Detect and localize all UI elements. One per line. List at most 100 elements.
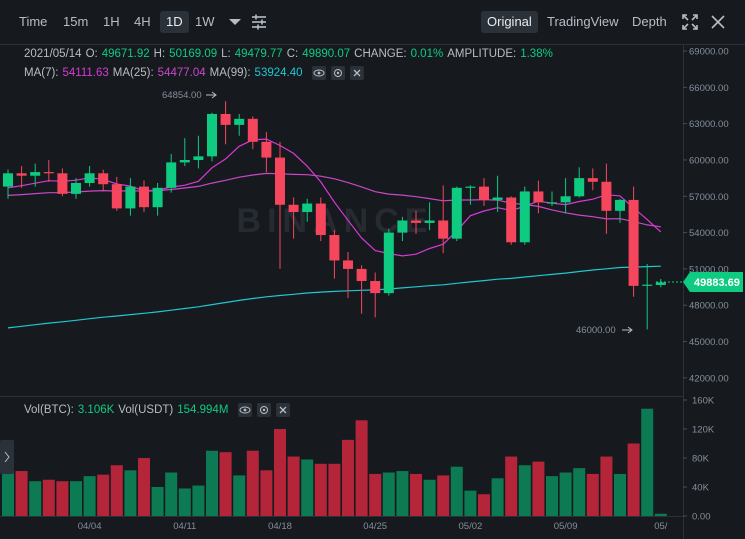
close-icon[interactable] — [276, 403, 291, 417]
ma99-label: MA(99): — [209, 67, 251, 80]
price-tick-label: 63000.00 — [689, 119, 729, 130]
price-tick-label: 54000.00 — [689, 228, 729, 239]
volume-bar — [614, 473, 626, 516]
price-tick-label: 45000.00 — [689, 337, 729, 348]
view-tradingview-button[interactable]: TradingView — [547, 14, 619, 29]
price-tick-label: 69000.00 — [689, 47, 729, 58]
candle-body — [411, 220, 421, 223]
ma7-label: MA(7): — [24, 67, 59, 80]
volume-bar — [124, 470, 137, 516]
candle-body — [125, 186, 136, 209]
ma99-line — [7, 265, 661, 329]
volume-bar — [83, 476, 96, 516]
candle-body — [16, 173, 27, 176]
volume-bar — [260, 470, 273, 516]
volume-tick-label: 0.00 — [692, 512, 711, 523]
volume-bar — [437, 475, 450, 516]
volume-bar — [206, 450, 218, 516]
volume-bar — [518, 465, 531, 516]
interval-15m-button[interactable]: 15m — [63, 14, 89, 29]
volume-bar — [342, 439, 354, 516]
date-tick-label: 04/25 — [363, 521, 387, 532]
vol-btc-value: 3.106K — [77, 404, 115, 417]
low-label: L: — [221, 48, 231, 60]
volume-bar — [382, 472, 395, 516]
volume-bar — [15, 471, 28, 516]
settings-icon[interactable] — [330, 66, 345, 80]
fullscreen-icon[interactable] — [679, 11, 701, 33]
volume-bar — [505, 456, 518, 516]
settings-icon[interactable] — [256, 403, 271, 417]
candle-body — [261, 141, 272, 158]
candle-body — [547, 202, 557, 204]
candle-body — [560, 196, 571, 203]
volume-bar — [450, 466, 463, 516]
volume-bar — [165, 472, 178, 516]
close-icon[interactable] — [350, 66, 365, 80]
volume-tick-label: 120K — [692, 425, 715, 436]
vol-usdt-value: 154.994M — [177, 404, 229, 417]
volume-tick-label: 160K — [692, 396, 715, 407]
volume-tick-label: 40K — [692, 483, 710, 494]
candle-body — [275, 157, 285, 205]
candle-body — [315, 203, 326, 236]
close-label: C: — [286, 48, 299, 60]
price-axis: 69000.00 66000.00 63000.00 60000.00 57000.00… — [683, 44, 729, 539]
candle-body — [84, 173, 95, 183]
volume-bar — [178, 488, 191, 516]
candle-body — [220, 113, 231, 125]
candle-body — [506, 197, 517, 243]
view-original-button[interactable]: Original — [481, 11, 538, 33]
chevron-down-icon[interactable] — [224, 11, 246, 33]
price-tick-label: 42000.00 — [689, 373, 729, 384]
candle-body — [451, 187, 462, 239]
interval-4h-button[interactable]: 4H — [134, 14, 151, 29]
panel-toggle-button[interactable] — [0, 440, 14, 474]
candle-body — [587, 178, 598, 182]
candle-body — [179, 159, 190, 163]
candle-body — [166, 162, 177, 188]
high-label: H: — [153, 48, 166, 60]
chart-toolbar: Time 15m 1H 4H 1D 1W Original TradingVie… — [0, 0, 745, 44]
close-value: 49890.07 — [302, 48, 351, 60]
candle-body — [383, 232, 394, 294]
current-price-tag: 49883.69 — [656, 272, 743, 292]
candle-body — [492, 197, 503, 200]
open-label: O: — [85, 48, 98, 60]
interval-1h-button[interactable]: 1H — [103, 14, 120, 29]
volume-bar — [355, 420, 368, 516]
volume-bar — [301, 459, 314, 516]
vol-btc-label: Vol(BTC): — [24, 404, 74, 417]
volume-bar — [56, 481, 69, 516]
candle-body — [356, 268, 367, 282]
volume-bar — [110, 465, 123, 516]
high-price-label: 64854.00 — [162, 90, 202, 101]
volume-bar — [559, 472, 572, 516]
candle-body — [343, 260, 353, 269]
eye-icon[interactable] — [237, 403, 252, 417]
candle-body — [655, 282, 666, 285]
price-tick-label: 48000.00 — [689, 301, 729, 312]
close-icon[interactable] — [707, 11, 729, 33]
candle-body — [370, 281, 381, 294]
view-depth-button[interactable]: Depth — [632, 14, 667, 29]
volume-bar — [654, 513, 667, 516]
candle-body — [329, 235, 340, 261]
volume-bar — [586, 473, 599, 516]
price-tick-label: 60000.00 — [689, 155, 729, 166]
current-price-value: 49883.69 — [694, 277, 740, 289]
candle-body — [519, 191, 530, 243]
candle-body — [234, 118, 245, 125]
volume-tick-label: 80K — [692, 454, 710, 465]
chevron-right-icon — [4, 451, 10, 463]
low-price-label: 46000.00 — [576, 325, 616, 336]
candle-body — [152, 187, 163, 208]
interval-time-button[interactable]: Time — [19, 14, 48, 29]
interval-1w-button[interactable]: 1W — [195, 14, 215, 29]
interval-1d-button[interactable]: 1D — [160, 11, 189, 33]
volume-bar — [491, 478, 504, 516]
indicator-settings-icon[interactable] — [248, 11, 270, 33]
eye-icon[interactable] — [311, 66, 326, 80]
date-tick-label: 04/11 — [173, 521, 196, 532]
